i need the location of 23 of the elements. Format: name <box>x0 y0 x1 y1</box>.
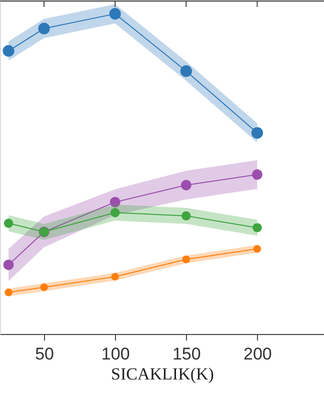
point <box>4 218 14 228</box>
point <box>38 22 50 34</box>
x-tick-label: 150 <box>172 344 201 364</box>
point <box>3 260 14 270</box>
x-tick-label: 50 <box>35 344 54 364</box>
point <box>111 272 119 281</box>
point <box>2 45 14 57</box>
point <box>251 127 264 139</box>
point <box>110 196 120 208</box>
point <box>180 65 192 77</box>
x-tick-label: 200 <box>244 344 272 364</box>
point <box>252 223 262 232</box>
point <box>253 244 262 253</box>
point <box>252 169 262 180</box>
point <box>109 8 121 20</box>
x-axis-title: SICAKLIK(K) <box>111 364 214 384</box>
point <box>182 211 191 220</box>
point <box>4 288 12 296</box>
x-tick-label: 100 <box>101 344 130 364</box>
point <box>110 208 120 218</box>
point <box>182 256 190 264</box>
point <box>180 180 192 190</box>
point <box>40 283 48 292</box>
